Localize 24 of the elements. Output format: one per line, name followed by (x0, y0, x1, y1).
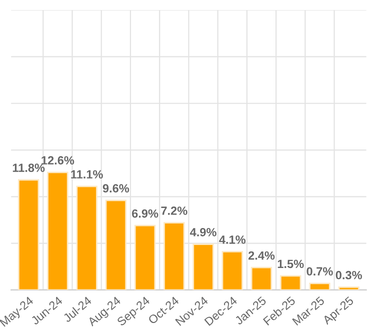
bar (338, 286, 360, 290)
bar (280, 275, 302, 290)
bar (18, 179, 40, 290)
bar (222, 251, 243, 290)
data-label: 0.7% (306, 267, 333, 276)
data-label: 0.3% (336, 270, 362, 280)
data-label: 6.9% (132, 209, 158, 218)
data-label: 12.6% (42, 156, 74, 165)
data-label: 4.1% (219, 235, 246, 244)
data-label: 1.5% (278, 260, 304, 268)
data-label: 9.6% (102, 184, 130, 193)
bar (164, 222, 185, 290)
bar (309, 282, 330, 290)
data-label: 2.4% (248, 251, 275, 260)
bar (105, 200, 127, 290)
data-label: 11.8% (12, 164, 45, 172)
bar (192, 244, 214, 290)
data-label: 7.2% (161, 206, 188, 215)
bar (76, 186, 98, 290)
data-label: 11.1% (71, 170, 103, 178)
bar (134, 224, 156, 290)
bar (47, 172, 68, 290)
bar (250, 266, 272, 290)
data-label: 4.9% (190, 228, 216, 236)
